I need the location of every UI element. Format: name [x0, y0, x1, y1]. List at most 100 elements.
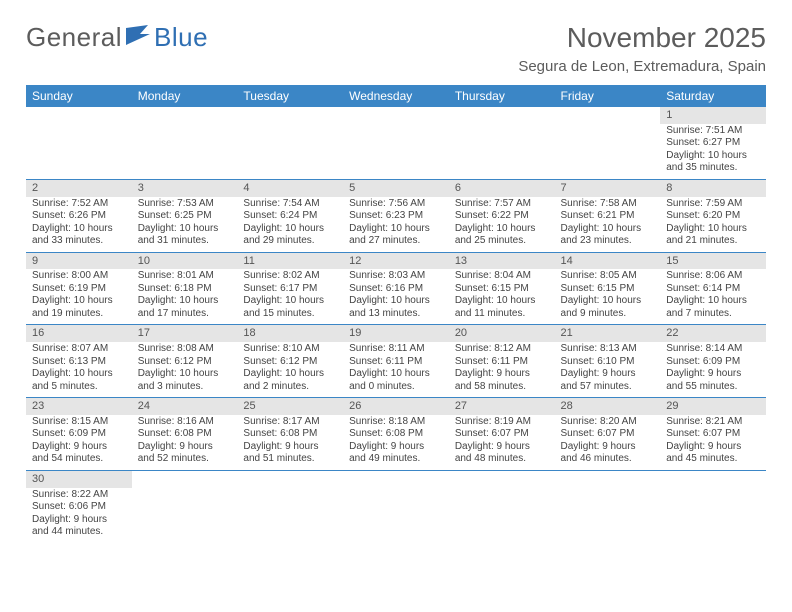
- day-header-row: Sunday Monday Tuesday Wednesday Thursday…: [26, 85, 766, 107]
- day-number-cell: [343, 470, 449, 487]
- sunrise-text: Sunrise: 8:22 AM: [32, 489, 126, 502]
- day-number-cell: 2: [26, 179, 132, 196]
- daylight-text: Daylight: 10 hours and 15 minutes.: [243, 295, 337, 320]
- day-number-cell: [26, 107, 132, 124]
- sunset-text: Sunset: 6:18 PM: [138, 283, 232, 296]
- day-data-cell: Sunrise: 7:58 AMSunset: 6:21 PMDaylight:…: [555, 197, 661, 252]
- logo-text-general: General: [26, 22, 122, 53]
- sunrise-text: Sunrise: 8:19 AM: [455, 416, 549, 429]
- day-data-cell: Sunrise: 8:14 AMSunset: 6:09 PMDaylight:…: [660, 342, 766, 397]
- sunrise-text: Sunrise: 7:51 AM: [666, 125, 760, 138]
- daylight-text: Daylight: 10 hours and 9 minutes.: [561, 295, 655, 320]
- day-number-cell: [449, 470, 555, 487]
- daylight-text: Daylight: 10 hours and 27 minutes.: [349, 223, 443, 248]
- day-number-cell: 30: [26, 470, 132, 487]
- sunset-text: Sunset: 6:09 PM: [666, 356, 760, 369]
- day-number-cell: 7: [555, 179, 661, 196]
- day-data-cell: [449, 488, 555, 543]
- sunrise-text: Sunrise: 8:12 AM: [455, 343, 549, 356]
- sunrise-text: Sunrise: 7:59 AM: [666, 198, 760, 211]
- day-data-cell: [237, 124, 343, 179]
- location-label: Segura de Leon, Extremadura, Spain: [518, 58, 766, 75]
- sunset-text: Sunset: 6:07 PM: [561, 428, 655, 441]
- day-number-cell: 1: [660, 107, 766, 124]
- day-number-cell: [555, 107, 661, 124]
- day-number-cell: 4: [237, 179, 343, 196]
- day-number-cell: 3: [132, 179, 238, 196]
- sunset-text: Sunset: 6:12 PM: [138, 356, 232, 369]
- day-number-cell: 15: [660, 252, 766, 269]
- daylight-text: Daylight: 10 hours and 31 minutes.: [138, 223, 232, 248]
- sunset-text: Sunset: 6:14 PM: [666, 283, 760, 296]
- calendar-table: Sunday Monday Tuesday Wednesday Thursday…: [26, 85, 766, 543]
- sunset-text: Sunset: 6:13 PM: [32, 356, 126, 369]
- day-number-cell: 29: [660, 398, 766, 415]
- sunset-text: Sunset: 6:08 PM: [349, 428, 443, 441]
- sunset-text: Sunset: 6:24 PM: [243, 210, 337, 223]
- data-row: Sunrise: 7:51 AMSunset: 6:27 PMDaylight:…: [26, 124, 766, 179]
- day-data-cell: Sunrise: 8:16 AMSunset: 6:08 PMDaylight:…: [132, 415, 238, 470]
- data-row: Sunrise: 8:22 AMSunset: 6:06 PMDaylight:…: [26, 488, 766, 543]
- sunrise-text: Sunrise: 8:06 AM: [666, 270, 760, 283]
- day-number-cell: [132, 107, 238, 124]
- day-data-cell: Sunrise: 7:52 AMSunset: 6:26 PMDaylight:…: [26, 197, 132, 252]
- sunset-text: Sunset: 6:26 PM: [32, 210, 126, 223]
- day-data-cell: Sunrise: 8:01 AMSunset: 6:18 PMDaylight:…: [132, 269, 238, 324]
- day-data-cell: Sunrise: 8:18 AMSunset: 6:08 PMDaylight:…: [343, 415, 449, 470]
- day-number-cell: 9: [26, 252, 132, 269]
- day-data-cell: Sunrise: 8:07 AMSunset: 6:13 PMDaylight:…: [26, 342, 132, 397]
- day-number-cell: 10: [132, 252, 238, 269]
- day-data-cell: [26, 124, 132, 179]
- sunset-text: Sunset: 6:22 PM: [455, 210, 549, 223]
- daynum-row: 9101112131415: [26, 252, 766, 269]
- day-data-cell: Sunrise: 8:19 AMSunset: 6:07 PMDaylight:…: [449, 415, 555, 470]
- daylight-text: Daylight: 10 hours and 25 minutes.: [455, 223, 549, 248]
- day-number-cell: 13: [449, 252, 555, 269]
- day-number-cell: [449, 107, 555, 124]
- sunrise-text: Sunrise: 7:57 AM: [455, 198, 549, 211]
- day-data-cell: [555, 488, 661, 543]
- day-data-cell: Sunrise: 7:57 AMSunset: 6:22 PMDaylight:…: [449, 197, 555, 252]
- day-data-cell: Sunrise: 8:00 AMSunset: 6:19 PMDaylight:…: [26, 269, 132, 324]
- col-thursday: Thursday: [449, 85, 555, 107]
- sunset-text: Sunset: 6:25 PM: [138, 210, 232, 223]
- daynum-row: 1: [26, 107, 766, 124]
- sunrise-text: Sunrise: 8:03 AM: [349, 270, 443, 283]
- sunset-text: Sunset: 6:08 PM: [138, 428, 232, 441]
- day-number-cell: [237, 470, 343, 487]
- sunrise-text: Sunrise: 8:21 AM: [666, 416, 760, 429]
- day-number-cell: 24: [132, 398, 238, 415]
- sunrise-text: Sunrise: 8:00 AM: [32, 270, 126, 283]
- data-row: Sunrise: 8:00 AMSunset: 6:19 PMDaylight:…: [26, 269, 766, 324]
- day-data-cell: Sunrise: 8:03 AMSunset: 6:16 PMDaylight:…: [343, 269, 449, 324]
- day-data-cell: Sunrise: 8:22 AMSunset: 6:06 PMDaylight:…: [26, 488, 132, 543]
- sunset-text: Sunset: 6:21 PM: [561, 210, 655, 223]
- daynum-row: 30: [26, 470, 766, 487]
- daylight-text: Daylight: 10 hours and 19 minutes.: [32, 295, 126, 320]
- sunset-text: Sunset: 6:20 PM: [666, 210, 760, 223]
- day-data-cell: Sunrise: 7:59 AMSunset: 6:20 PMDaylight:…: [660, 197, 766, 252]
- day-data-cell: [660, 488, 766, 543]
- day-data-cell: Sunrise: 8:04 AMSunset: 6:15 PMDaylight:…: [449, 269, 555, 324]
- day-data-cell: Sunrise: 8:15 AMSunset: 6:09 PMDaylight:…: [26, 415, 132, 470]
- day-number-cell: 23: [26, 398, 132, 415]
- day-data-cell: Sunrise: 7:54 AMSunset: 6:24 PMDaylight:…: [237, 197, 343, 252]
- sunrise-text: Sunrise: 8:13 AM: [561, 343, 655, 356]
- sunset-text: Sunset: 6:27 PM: [666, 137, 760, 150]
- sunrise-text: Sunrise: 8:14 AM: [666, 343, 760, 356]
- daynum-row: 16171819202122: [26, 325, 766, 342]
- sunrise-text: Sunrise: 7:53 AM: [138, 198, 232, 211]
- sunset-text: Sunset: 6:17 PM: [243, 283, 337, 296]
- sunrise-text: Sunrise: 8:11 AM: [349, 343, 443, 356]
- sunrise-text: Sunrise: 7:52 AM: [32, 198, 126, 211]
- sunrise-text: Sunrise: 8:15 AM: [32, 416, 126, 429]
- day-number-cell: [237, 107, 343, 124]
- day-data-cell: Sunrise: 7:51 AMSunset: 6:27 PMDaylight:…: [660, 124, 766, 179]
- daylight-text: Daylight: 10 hours and 35 minutes.: [666, 150, 760, 175]
- day-number-cell: 17: [132, 325, 238, 342]
- sunset-text: Sunset: 6:06 PM: [32, 501, 126, 514]
- sunrise-text: Sunrise: 8:01 AM: [138, 270, 232, 283]
- sunset-text: Sunset: 6:11 PM: [455, 356, 549, 369]
- daylight-text: Daylight: 10 hours and 17 minutes.: [138, 295, 232, 320]
- sunset-text: Sunset: 6:10 PM: [561, 356, 655, 369]
